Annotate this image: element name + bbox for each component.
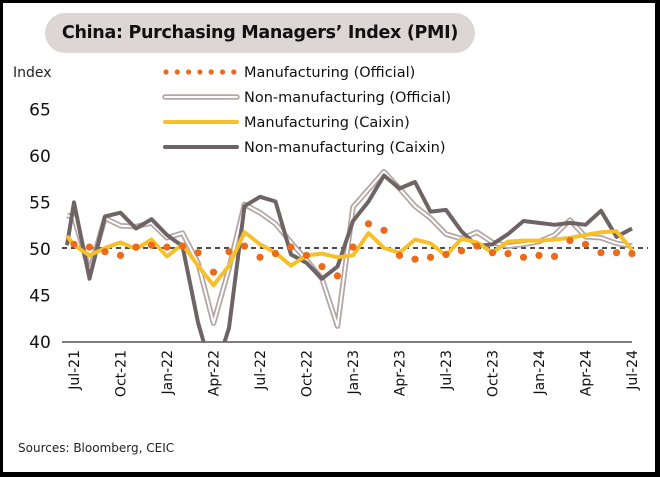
point-mfg-official (550, 252, 559, 260)
point-mfg-official (380, 226, 388, 234)
x-tick-label: Oct-22 (300, 350, 316, 397)
legend-swatch-dot (231, 69, 237, 75)
legend-nonmfg-official: Non-manufacturing (Official) (162, 90, 451, 106)
y-tick-label: 40 (29, 333, 51, 353)
legend-mfg-caixin: Manufacturing (Caixin) (163, 115, 410, 131)
legend-label: Manufacturing (Caixin) (244, 115, 410, 131)
x-tick-label: Jul-24 (625, 350, 641, 391)
x-tick-label: Apr-24 (579, 350, 595, 396)
point-mfg-official (209, 268, 218, 276)
point-mfg-official (426, 253, 435, 261)
point-mfg-official (147, 241, 156, 249)
point-mfg-official (519, 253, 528, 261)
x-axis-ticks: Jul-21 Oct-21 Jan-22 Apr-22 Jul-22 Oct-22 Jan-… (67, 350, 641, 397)
y-tick-label: 60 (29, 147, 51, 167)
point-mfg-official (194, 249, 202, 257)
x-tick-label: Jan-23 (346, 350, 362, 395)
point-mfg-official (566, 237, 574, 245)
point-mfg-official (535, 251, 543, 259)
legend-swatch-dot (163, 69, 169, 75)
point-mfg-official (85, 243, 94, 251)
point-mfg-official (488, 249, 497, 257)
legend-swatch-dot (208, 69, 214, 75)
point-mfg-official (364, 220, 373, 228)
point-mfg-official (302, 251, 311, 259)
chart-title-banner: China: Purchasing Managers’ Index (PMI) (45, 13, 475, 53)
line-mfg-caixin (65, 229, 634, 288)
point-mfg-official (163, 243, 171, 251)
line-nonmfg-official-outer (66, 168, 633, 329)
y-axis-label: Index (13, 65, 52, 81)
point-mfg-official (240, 242, 249, 250)
point-mfg-official (395, 251, 404, 259)
point-mfg-official (256, 253, 264, 261)
point-mfg-official (271, 250, 280, 258)
y-tick-label: 55 (29, 194, 51, 214)
x-tick-label: Oct-23 (486, 350, 502, 397)
point-mfg-official (70, 240, 78, 248)
chart-title: China: Purchasing Managers’ Index (PMI) (61, 23, 459, 43)
point-mfg-official (504, 250, 512, 258)
x-tick-label: Apr-23 (393, 350, 409, 396)
legend-swatch-dot (186, 69, 192, 75)
legend-label: Non-manufacturing (Caixin) (244, 140, 446, 156)
x-tick-label: Jan-22 (160, 350, 176, 395)
legend-swatch-dot (197, 69, 203, 75)
y-tick-label: 50 (29, 240, 51, 260)
point-mfg-official (581, 240, 590, 248)
series-group (65, 168, 636, 342)
line-nonmfg-caixin (65, 173, 633, 342)
legend-swatch-dot (174, 69, 180, 75)
legend-nonmfg-caixin: Non-manufacturing (Caixin) (163, 140, 446, 156)
point-mfg-official (116, 251, 125, 259)
point-mfg-official (597, 249, 605, 257)
point-mfg-official (225, 248, 233, 256)
point-mfg-official (628, 250, 636, 258)
x-tick-label: Oct-21 (114, 350, 130, 397)
x-tick-label: Jul-23 (439, 350, 455, 391)
legend-label: Non-manufacturing (Official) (244, 90, 451, 106)
series-nonmfg-official (66, 168, 633, 329)
legend-mfg-official: Manufacturing (Official) (163, 65, 415, 81)
point-mfg-official (411, 255, 419, 263)
legend-swatch-dot (219, 69, 226, 75)
series-mfg-official (70, 220, 636, 280)
legend-label: Manufacturing (Official) (244, 65, 415, 81)
x-tick-label: Apr-22 (207, 350, 223, 396)
point-mfg-official (457, 247, 466, 255)
point-mfg-official (178, 242, 187, 250)
point-mfg-official (612, 249, 621, 257)
point-mfg-official (333, 272, 342, 280)
point-mfg-official (442, 250, 450, 259)
point-mfg-official (132, 243, 140, 251)
legend: Manufacturing (Official) Non-manufacturin… (162, 65, 451, 156)
x-tick-label: Jan-24 (532, 350, 548, 396)
y-tick-label: 65 (29, 101, 51, 121)
point-mfg-official (473, 242, 481, 250)
point-mfg-official (101, 248, 109, 256)
x-tick-label: Jul-21 (67, 350, 83, 391)
x-tick-label: Jul-22 (253, 350, 269, 391)
sources-note: Sources: Bloomberg, CEIC (18, 441, 175, 455)
y-tick-label: 45 (29, 287, 51, 307)
point-mfg-official (349, 243, 357, 251)
y-axis-ticks: 40 45 50 55 60 65 (29, 101, 51, 354)
point-mfg-official (318, 263, 326, 271)
point-mfg-official (287, 243, 295, 251)
